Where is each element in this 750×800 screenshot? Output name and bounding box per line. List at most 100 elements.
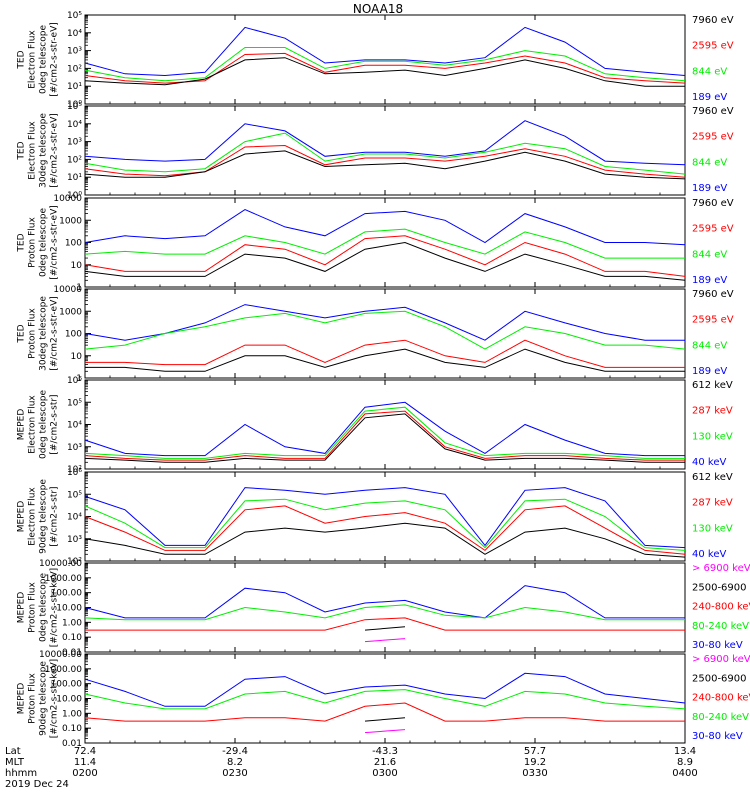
y-tick-label: 100.00 [51,680,83,690]
series-line [84,702,685,722]
legend-entry: 2500-6900 [692,673,747,684]
series-line [84,47,686,82]
y-tick-label: 10⁴ [67,120,82,130]
series-line [84,304,685,341]
series-line [84,241,686,281]
footer-row-label: 2019 Dec 24 [5,779,69,790]
y-axis-label: Proton Flux [28,673,38,724]
y-tick-label: 0.01 [62,648,82,658]
legend-entry: 612 keV [692,472,733,483]
y-tick-label: 10² [67,557,82,567]
legend-entry: > 6900 keV [692,654,750,665]
footer-value: 13.4 [674,746,696,757]
y-tick-label: 10⁵ [67,398,82,408]
y-tick-label: 10⁴ [67,513,82,523]
series-line [364,717,406,722]
legend-entry: 287 keV [692,406,733,417]
series-line [84,235,686,277]
y-axis-label: [#/cm2-s-str-eV] [50,22,60,97]
legend-entry: 7960 eV [692,198,734,209]
series-line [84,52,686,84]
y-tick-label: 10000 [53,194,82,204]
y-tick-label: 1000.00 [45,665,82,675]
y-tick-label: 1 [76,283,82,293]
legend-entry: 80-240 keV [692,621,749,632]
y-tick-label: 10⁵ [67,490,82,500]
series-line [84,310,686,350]
y-axis-label: 90deg telescope [39,479,49,554]
y-axis-label: 0deg telescope [39,25,49,95]
series-line [84,406,685,459]
legend-entry: 2595 eV [692,132,734,143]
panel-frame [84,653,686,744]
y-axis-label: Proton Flux [28,217,38,268]
y-tick-label: 10⁰ [67,100,82,110]
series-line [84,401,685,457]
y-tick-label: 10.00 [56,604,82,614]
y-axis-label: MEPED [17,592,27,624]
y-tick-label: 10² [67,64,82,74]
y-tick-label: 0.01 [62,739,82,749]
y-tick-label: 10⁵ [67,102,82,112]
footer-row-label: MLT [5,757,25,768]
legend-entry: 130 keV [692,523,733,534]
chart-title: NOAA18 [353,2,403,16]
series-line [84,132,686,175]
series-line [84,26,686,77]
legend-entry: 189 eV [692,183,727,194]
series-line [84,672,686,707]
y-axis-label: TED [17,324,27,343]
legend-entry: 130 keV [692,431,733,442]
footer-value: -29.4 [222,746,248,757]
legend-entry: 287 keV [692,498,733,509]
y-tick-label: 10⁶ [67,468,82,478]
series-line [84,209,686,246]
legend-entry: 612 keV [692,380,733,391]
y-tick-label: 10² [67,465,82,475]
y-tick-label: 10³ [67,443,82,453]
footer-value: 8.2 [227,757,243,768]
legend-entry: > 6900 keV [692,563,750,574]
y-axis-label: MEPED [17,683,27,715]
panel-4: 1 10 100 1000 10000 TED Proton Flux 30deg teles… [17,285,734,384]
y-tick-label: 10³ [67,138,82,148]
footer-row-label: Lat [5,746,21,757]
y-axis-label: [#/cm2-s-str] [50,394,60,454]
series-line [84,522,686,558]
y-tick-label: 100 [65,239,82,249]
legend-entry: 2595 eV [692,315,734,326]
y-axis-label: TED [17,233,27,252]
footer-value: 0400 [672,768,697,779]
y-tick-label: 10000 [53,285,82,295]
panel-frame [84,105,686,196]
series-line [84,505,686,555]
series-line [84,585,685,619]
legend-entry: 844 eV [692,157,727,168]
footer-value: 57.7 [524,746,546,757]
y-axis-label: Electron Flux [28,395,38,454]
y-axis-label: MEPED [17,501,27,533]
y-tick-label: 10³ [67,535,82,545]
footer-value: 11.4 [74,757,96,768]
panel-5: 10² 10³ 10⁴ 10⁵ 10⁶ MEPED Electron Flux 0deg te… [17,376,733,475]
series-line [85,348,685,372]
legend-entry: 40 keV [692,457,726,468]
y-tick-label: 10⁵ [67,11,82,21]
y-tick-label: 10⁰ [67,191,82,201]
y-tick-label: 1 [76,374,82,384]
panel-3: 1 10 100 1000 10000 TED Proton Flux 0deg telesc… [17,194,734,293]
panel-2: 10⁰ 10¹ 10² 10³ 10⁴ 10⁵ TED Electron Flux 30deg … [17,102,734,201]
y-axis-label: Electron Flux [28,30,38,89]
y-axis-label: Proton Flux [28,308,38,359]
series-line [84,413,685,463]
y-tick-label: 10000.00 [39,650,82,660]
series-line [84,410,685,461]
footer-value: 0230 [222,768,247,779]
y-axis-label: 0deg telescope [39,390,49,460]
legend-entry: 7960 eV [692,106,734,117]
legend-entry: 844 eV [692,249,727,260]
y-tick-label: 1000 [59,216,82,226]
series-line [84,498,686,551]
